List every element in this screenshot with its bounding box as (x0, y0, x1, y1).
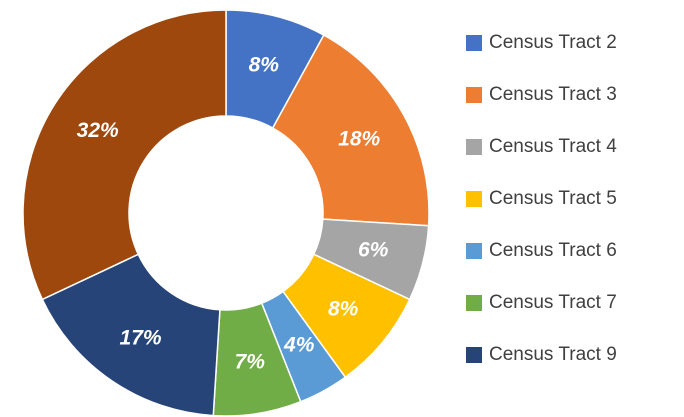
data-label: 32% (77, 119, 119, 142)
legend-swatch (466, 87, 482, 103)
data-label: 8% (328, 297, 359, 320)
legend-swatch (466, 191, 482, 207)
legend-label: Census Tract 4 (489, 136, 617, 157)
data-label: 6% (358, 238, 389, 261)
data-label: 8% (249, 53, 280, 76)
donut-slice (271, 34, 430, 227)
legend-swatch (466, 35, 482, 51)
legend-label: Census Tract 9 (489, 344, 617, 365)
legend-swatch (466, 243, 482, 259)
donut-slice (22, 9, 227, 301)
data-label: 7% (235, 351, 266, 374)
legend-swatch (466, 295, 482, 311)
legend-label: Census Tract 2 (489, 32, 617, 53)
donut-slice (41, 253, 221, 417)
legend-label: Census Tract 6 (489, 240, 617, 261)
data-label: 17% (120, 326, 162, 349)
legend-label: Census Tract 5 (489, 188, 617, 209)
legend-label: Census Tract 7 (489, 292, 617, 313)
legend-swatch (466, 347, 482, 363)
legend-swatch (466, 139, 482, 155)
legend-label: Census Tract 3 (489, 84, 617, 105)
data-label: 4% (283, 334, 315, 357)
data-label: 18% (338, 127, 380, 150)
